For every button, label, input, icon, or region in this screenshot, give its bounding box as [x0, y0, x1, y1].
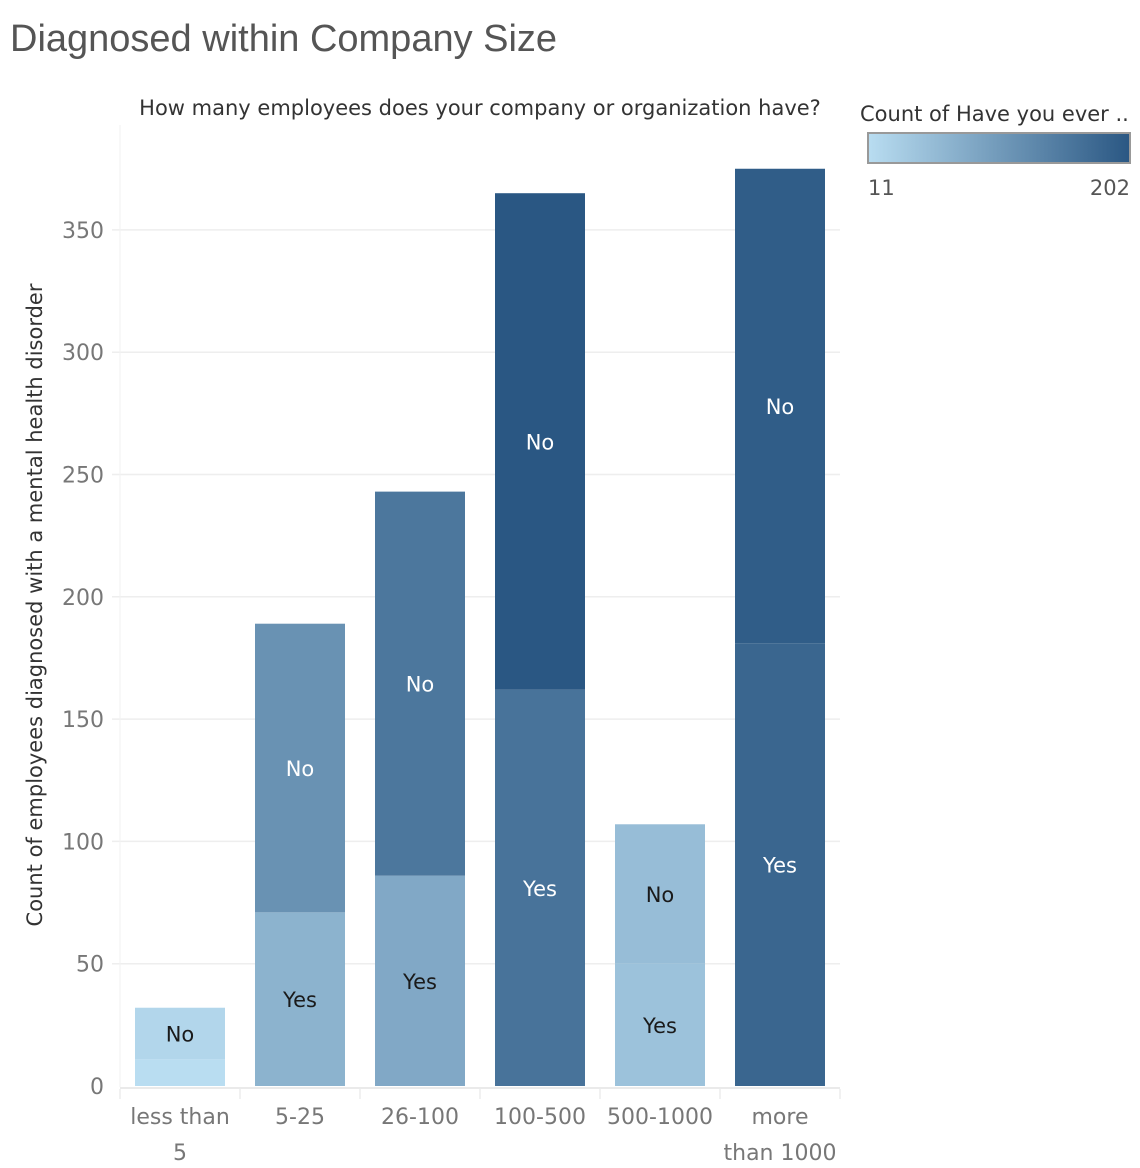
segment-label: Yes	[402, 970, 437, 994]
x-tick-label: more	[752, 1105, 809, 1130]
bar-segment-yes	[255, 912, 345, 1086]
y-tick-label: 150	[62, 708, 104, 733]
segment-label: Yes	[642, 1014, 677, 1038]
y-axis-title: Count of employees diagnosed with a ment…	[23, 283, 47, 926]
segment-label: Yes	[762, 854, 797, 878]
bar-segment-no	[615, 824, 705, 964]
x-tick-label: less than	[130, 1105, 230, 1130]
y-tick-label: 350	[62, 219, 104, 244]
x-tick-label: 5-25	[275, 1105, 325, 1130]
y-tick-label: 100	[62, 830, 104, 855]
x-tick-label: 500-1000	[607, 1105, 713, 1130]
x-tick-label: than 1000	[724, 1141, 837, 1166]
bar-segment-yes	[495, 689, 585, 1086]
bar-segment-no	[255, 623, 345, 913]
gridlines	[112, 125, 840, 1087]
segment-label: No	[406, 673, 435, 697]
color-legend: Count of Have you ever .. 11 202	[860, 102, 1131, 200]
segment-label: No	[526, 430, 555, 454]
legend-title: Count of Have you ever ..	[860, 102, 1129, 126]
bar-segment-yes	[615, 963, 705, 1086]
segment-label: Yes	[522, 877, 557, 901]
y-tick-label: 0	[90, 1075, 104, 1100]
y-tick-label: 50	[76, 953, 104, 978]
bar-segment-no	[135, 1007, 225, 1060]
column-header: How many employees does your company or …	[139, 96, 821, 120]
x-axis: less than 5 5-25 26-100 100-500 500-1000 more t…	[119, 1087, 841, 1166]
legend-gradient-bar	[867, 132, 1131, 164]
bar-segment-no	[735, 168, 825, 644]
y-tick-label: 250	[62, 464, 104, 489]
bar-segment-yes	[735, 643, 825, 1086]
x-tick-label: 26-100	[381, 1105, 459, 1130]
bars: No Yes No Yes No Yes No Yes No Yes No	[135, 168, 825, 1086]
page-title: Diagnosed within Company Size	[10, 18, 558, 60]
bar-segment-no	[375, 491, 465, 876]
legend-min-label: 11	[868, 176, 895, 200]
y-tick-label: 300	[62, 341, 104, 366]
bar-segment-no	[495, 193, 585, 690]
segment-label: No	[646, 883, 675, 907]
segment-label: No	[286, 757, 315, 781]
x-tick-label: 100-500	[494, 1105, 586, 1130]
segment-label: No	[766, 395, 795, 419]
segment-label: No	[166, 1022, 195, 1046]
y-tick-label: 200	[62, 586, 104, 611]
y-axis: 0 50 100 150 200 250 300 350	[62, 219, 104, 1100]
segment-label: Yes	[282, 988, 317, 1012]
bar-segment-yes	[375, 875, 465, 1086]
bar-segment-yes	[135, 1059, 225, 1086]
legend-max-label: 202	[1090, 176, 1130, 200]
x-tick-label: 5	[173, 1141, 187, 1166]
